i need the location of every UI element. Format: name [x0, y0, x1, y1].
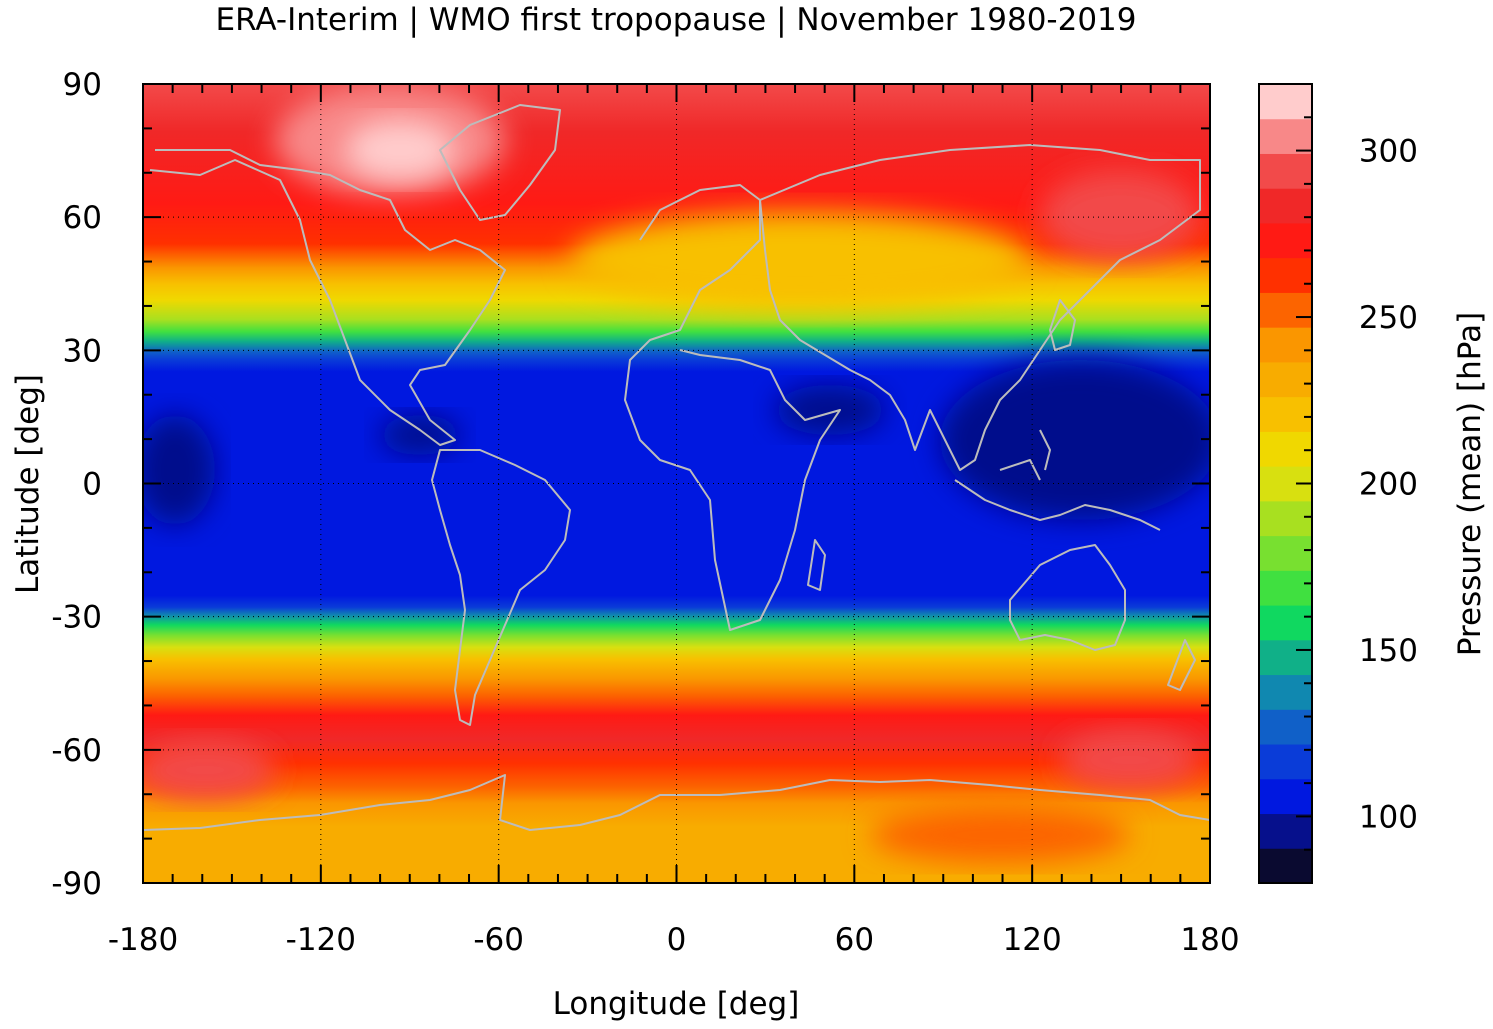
- coastline-new-zealand: [1167, 639, 1196, 691]
- colorbar-tick-label: 300: [1359, 134, 1418, 170]
- x-tick-label: 0: [667, 922, 687, 958]
- coastlines: [143, 104, 1210, 831]
- x-axis-label: Longitude [deg]: [553, 986, 800, 1022]
- colorbar-swatch: [1259, 257, 1312, 293]
- colorbar: [1259, 84, 1312, 884]
- colorbar-swatch: [1259, 813, 1312, 849]
- y-tick-label: 30: [63, 333, 102, 369]
- coastline-europe-africa: [624, 184, 841, 631]
- colorbar-swatch: [1259, 396, 1312, 432]
- x-axis: -180 -120 -60 0 60 120 180: [108, 84, 1240, 958]
- anomaly-south-pacific-west: [1060, 730, 1200, 790]
- x-tick-label: -180: [108, 922, 178, 958]
- y-tick-label: -60: [51, 733, 102, 769]
- coastline-japan: [1049, 299, 1076, 351]
- colorbar-swatch: [1259, 84, 1312, 120]
- y-tick-label: 60: [63, 200, 102, 236]
- anomaly-south-pacific-east: [143, 740, 275, 800]
- coastline-australia: [1009, 544, 1126, 651]
- x-tick-label: 180: [1180, 922, 1239, 958]
- pressure-field: [143, 84, 1210, 883]
- colorbar-tick-label: 250: [1359, 300, 1418, 336]
- colorbar-swatch: [1259, 570, 1312, 606]
- chart-title: ERA-Interim | WMO first tropopause | Nov…: [215, 2, 1136, 38]
- x-tick-label: -120: [286, 922, 356, 958]
- colorbar-swatch: [1259, 327, 1312, 363]
- coastline-south-america: [431, 449, 571, 726]
- y-axis: 90 60 30 0 -30 -60 -90: [51, 67, 1210, 902]
- coastline-antarctica: [143, 774, 1210, 831]
- colorbar-swatch: [1259, 605, 1312, 641]
- y-tick-label: 90: [63, 67, 102, 103]
- anomaly-east-pacific-high-trop: [143, 415, 215, 525]
- colorbar-swatch: [1259, 500, 1312, 537]
- coastline-asia: [759, 144, 1201, 471]
- colorbar-label: Pressure (mean) [hPa]: [1452, 312, 1488, 656]
- colorbar-swatch: [1259, 778, 1312, 815]
- colorbar-swatch: [1259, 222, 1312, 259]
- colorbar-swatch: [1259, 709, 1312, 745]
- y-tick-label: -30: [51, 600, 102, 636]
- anomaly-antarctic-east: [870, 807, 1130, 863]
- colorbar-swatch: [1259, 361, 1312, 398]
- colorbar-swatch: [1259, 639, 1312, 676]
- colorbar-swatch: [1259, 188, 1312, 224]
- colorbar-tick-label: 100: [1359, 799, 1418, 835]
- y-tick-label: 0: [82, 467, 102, 503]
- grid: [143, 84, 1210, 883]
- anomaly-arabian-sea: [775, 385, 885, 435]
- colorbar-swatch: [1259, 744, 1312, 780]
- x-tick-label: 120: [1003, 922, 1062, 958]
- field-anomalies: [143, 85, 1210, 863]
- y-tick-label: -90: [51, 866, 102, 902]
- colorbar-swatch: [1259, 153, 1312, 189]
- anomaly-asia-trough: [1040, 170, 1200, 260]
- anomaly-pacific-high-trop: [940, 360, 1210, 520]
- colorbar-swatch: [1259, 118, 1312, 154]
- colorbar-swatch: [1259, 431, 1312, 467]
- colorbar-swatch: [1259, 535, 1312, 571]
- coastline-maritime-continent: [954, 429, 1161, 531]
- colorbar-tick-label: 200: [1359, 467, 1418, 503]
- colorbar-swatch: [1259, 292, 1312, 328]
- coastline-greenland: [439, 104, 561, 221]
- x-tick-label: 60: [835, 922, 874, 958]
- colorbar-swatch: [1259, 848, 1312, 884]
- x-tick-label: -60: [473, 922, 524, 958]
- anomaly-north-america-core: [345, 120, 455, 180]
- y-axis-label: Latitude [deg]: [10, 374, 46, 594]
- colorbar-tick-label: 150: [1359, 633, 1418, 669]
- colorbar-axis: 100 150 200 250 300: [1296, 116, 1418, 851]
- colorbar-swatch: [1259, 674, 1312, 710]
- coastline-madagascar: [807, 539, 826, 591]
- coastline-north-america: [149, 149, 506, 446]
- anomaly-eurasia-low: [570, 212, 1030, 308]
